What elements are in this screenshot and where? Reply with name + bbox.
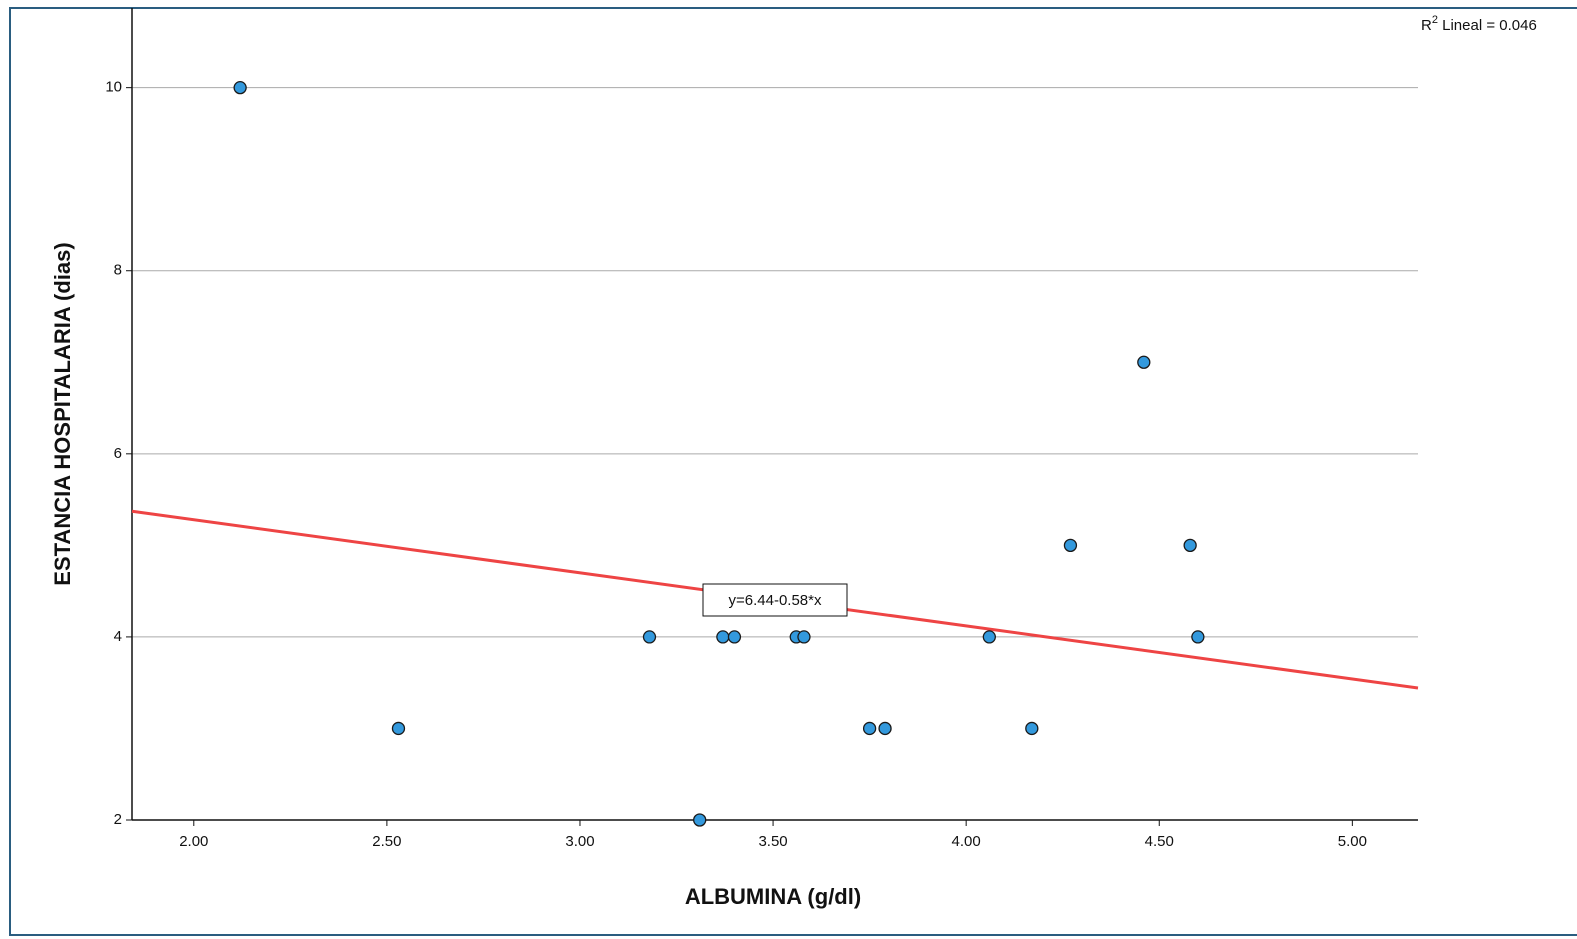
point xyxy=(693,813,707,827)
x-tick-label: 4.00 xyxy=(952,833,981,850)
y-tick-label: 4 xyxy=(114,628,122,645)
x-tick-label: 2.50 xyxy=(372,833,401,850)
y-tick-label: 6 xyxy=(114,445,122,462)
equation-box xyxy=(702,583,848,617)
y-tick-label: 8 xyxy=(114,262,122,279)
y-tick-label: 10 xyxy=(105,79,122,96)
point xyxy=(642,630,657,644)
x-tick-label: 4.50 xyxy=(1145,833,1174,850)
point xyxy=(716,630,730,644)
equation-label: y=6.44-0.58*x xyxy=(729,592,822,609)
y-tick-label: 2 xyxy=(114,811,122,828)
point xyxy=(727,630,742,644)
point xyxy=(233,80,247,95)
x-tick-label: 2.00 xyxy=(179,833,208,850)
point xyxy=(1137,355,1151,369)
frame xyxy=(9,7,1577,936)
r2-text: Lineal = 0.046 xyxy=(1438,17,1537,34)
point xyxy=(391,721,406,736)
point xyxy=(982,630,996,644)
point xyxy=(1025,721,1039,736)
x-tick-label: 3.00 xyxy=(565,833,594,850)
r2-symbol: R xyxy=(1421,17,1432,34)
point xyxy=(1063,538,1078,553)
y-axis-title: ESTANCIA HOSPITALARIA (dias) xyxy=(50,242,75,585)
r2-label: R2 Lineal = 0.046 xyxy=(1421,14,1537,34)
x-tick-label: 5.00 xyxy=(1338,833,1367,850)
x-axis-title: ALBUMINA (g/dl) xyxy=(685,884,861,909)
point xyxy=(1191,630,1205,644)
r2-superscript: 2 xyxy=(1432,14,1438,26)
point xyxy=(1183,538,1197,553)
point xyxy=(797,630,811,644)
point xyxy=(878,721,892,736)
point xyxy=(862,721,877,736)
x-tick-label: 3.50 xyxy=(758,833,787,850)
